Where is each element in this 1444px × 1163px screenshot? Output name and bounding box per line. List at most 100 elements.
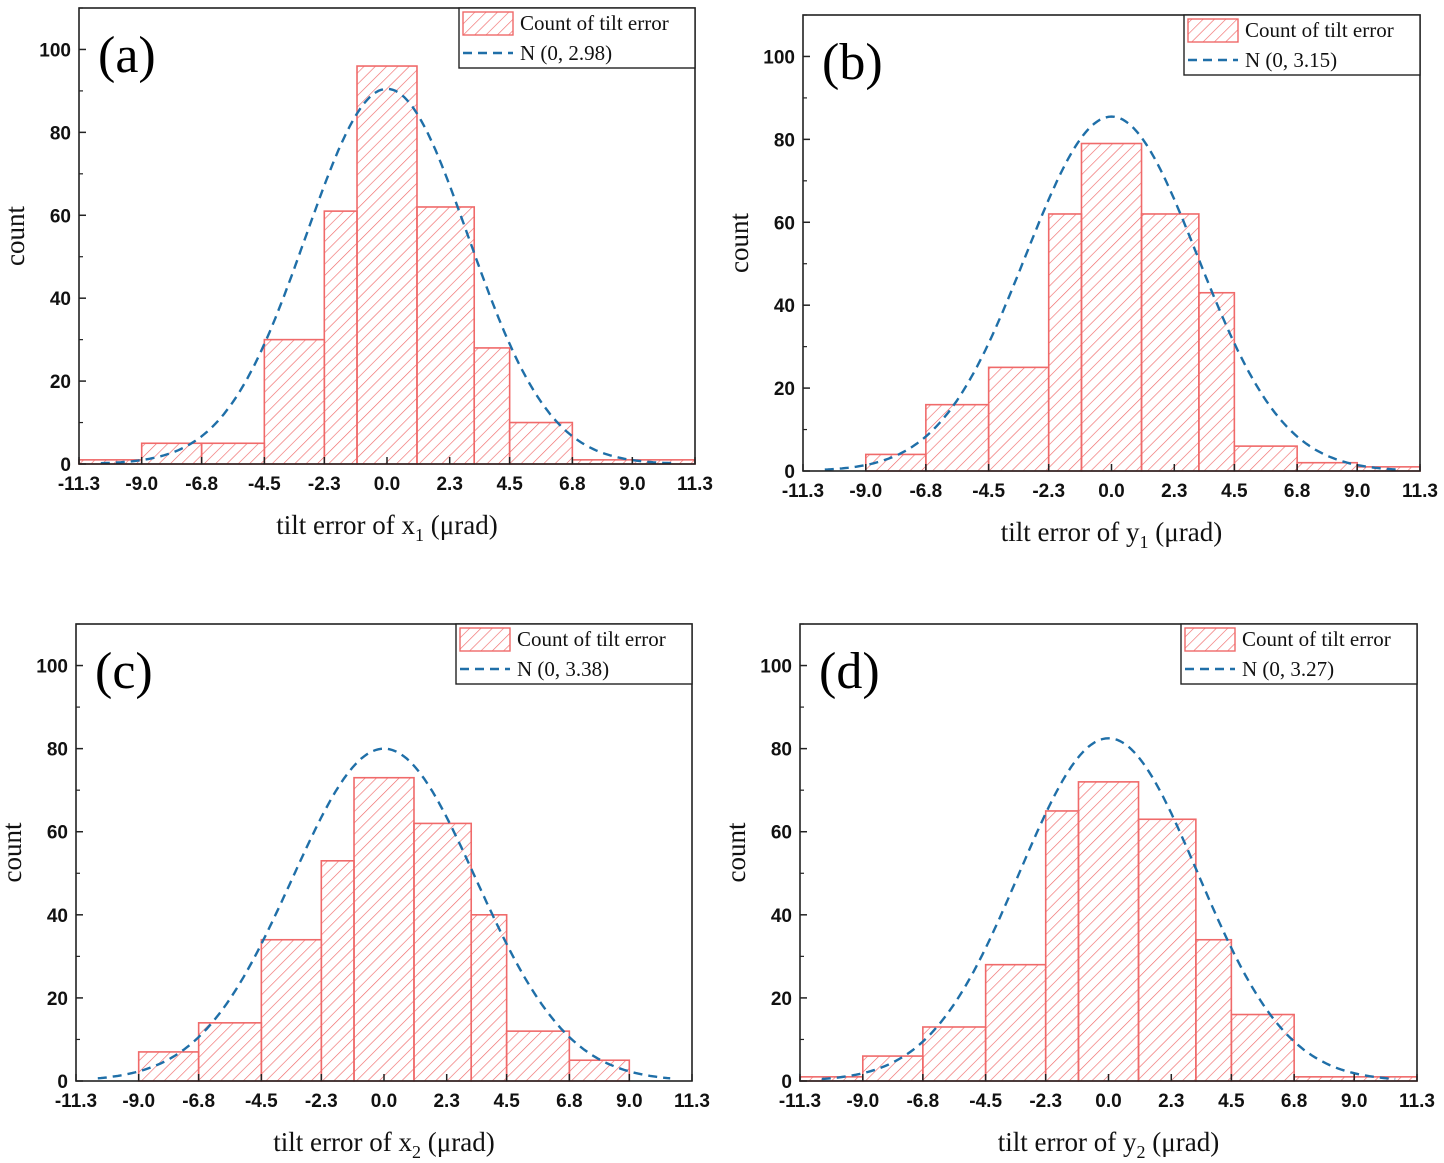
y-tick-label: 100	[36, 657, 68, 678]
x-tick-label: 6.8	[1281, 1091, 1307, 1112]
histogram-bar	[200, 442, 266, 465]
x-tick-label: -6.8	[185, 474, 218, 495]
histogram-bar	[1195, 938, 1233, 1082]
y-tick-label: 100	[760, 657, 792, 678]
histogram-bar	[1140, 213, 1200, 472]
y-tick-label: 0	[57, 1072, 68, 1093]
histogram-bar	[137, 1051, 200, 1082]
histogram-bar	[470, 914, 508, 1082]
histogram-bar	[416, 206, 476, 465]
x-tick-label: -9.0	[125, 474, 158, 495]
x-tick-label: 2.3	[436, 474, 462, 495]
x-tick-label: -2.3	[1029, 1091, 1062, 1112]
x-tick-label: -6.8	[182, 1091, 215, 1112]
x-tick-label: 9.0	[619, 474, 645, 495]
normal-fit-curve	[821, 737, 1396, 1081]
legend-hatch-swatch	[1184, 627, 1236, 652]
x-tick-label: -4.5	[248, 474, 281, 495]
x-tick-label: 11.3	[1399, 1091, 1435, 1112]
histogram-bar	[925, 403, 990, 472]
histogram-bar	[323, 210, 358, 465]
x-tick-label: 6.8	[556, 1091, 582, 1112]
histogram-bar	[1077, 781, 1140, 1082]
x-tick-label: -6.8	[906, 1091, 939, 1112]
x-tick-label: -4.5	[972, 481, 1005, 502]
legend-hatch-swatch	[462, 11, 514, 36]
x-tick-label: -11.3	[779, 1091, 821, 1112]
legend-hatch-swatch	[1187, 18, 1239, 43]
histogram-bar	[140, 442, 203, 465]
x-tick-label: 11.3	[1402, 481, 1438, 502]
histogram-bar	[505, 1030, 571, 1082]
y-tick-label: 60	[771, 823, 792, 844]
histogram-bar	[1044, 810, 1080, 1082]
x-tick-label: 4.5	[1221, 481, 1248, 502]
panel-a: 0 20 40 60 80 100 -11.3 -9.0 -6.8 -4.5 -2.3 0.0 2.3 4…	[0, 7, 713, 545]
histogram-bar	[1047, 213, 1083, 472]
histogram-bar	[861, 1055, 924, 1082]
y-tick-label: 20	[774, 379, 795, 400]
x-tick-label: -4.5	[245, 1091, 278, 1112]
x-tick-label: 6.8	[559, 474, 585, 495]
y-tick-label: 40	[771, 906, 792, 927]
x-tick-label: -11.3	[782, 481, 824, 502]
x-tick-label: -9.0	[122, 1091, 155, 1112]
y-axis-title: count	[0, 822, 27, 882]
histogram-bar	[568, 1059, 631, 1082]
legend-label-curve: N (0, 3.15)	[1245, 48, 1337, 72]
x-tick-label: -2.3	[1032, 481, 1065, 502]
y-axis-title: count	[0, 206, 30, 266]
x-tick-label: 9.0	[616, 1091, 642, 1112]
legend-label-histogram: Count of tilt error	[520, 11, 669, 35]
legend-label-curve: N (0, 2.98)	[520, 41, 612, 65]
legend-label-histogram: Count of tilt error	[1242, 627, 1391, 651]
panel-label: (a)	[98, 27, 156, 84]
histogram-bar	[508, 421, 574, 465]
y-tick-label: 40	[774, 296, 795, 317]
histogram-bar	[1137, 818, 1197, 1082]
y-tick-label: 60	[50, 206, 71, 227]
x-tick-label: 0.0	[374, 474, 400, 495]
histogram-bar	[413, 822, 473, 1082]
y-axis-title: count	[724, 213, 754, 273]
histogram-bar	[922, 1026, 987, 1082]
y-tick-label: 60	[47, 823, 68, 844]
x-tick-label: 0.0	[1095, 1091, 1121, 1112]
normal-fit-curve	[100, 87, 674, 465]
x-tick-label: 11.3	[677, 474, 713, 495]
y-tick-label: 80	[47, 740, 68, 761]
legend-label-histogram: Count of tilt error	[517, 627, 666, 651]
histogram-bar	[1198, 291, 1236, 472]
panel-label: (c)	[95, 643, 153, 700]
x-tick-label: -2.3	[308, 474, 341, 495]
legend-hatch-swatch	[459, 627, 511, 652]
panel-c: 0 20 40 60 80 100 -11.3 -9.0 -6.8 -4.5 -2.3 0.0 2.3 4…	[0, 623, 710, 1162]
normal-fit-curve	[97, 747, 671, 1080]
x-tick-label: 2.3	[1158, 1091, 1184, 1112]
histogram-bar	[473, 347, 511, 465]
x-tick-label: 2.3	[1161, 481, 1187, 502]
x-tick-label: 11.3	[674, 1091, 710, 1112]
legend-label-curve: N (0, 3.38)	[517, 657, 609, 681]
histogram-bar	[987, 366, 1050, 472]
histogram-bar	[984, 963, 1047, 1082]
x-tick-label: -11.3	[55, 1091, 97, 1112]
x-tick-label: -9.0	[846, 1091, 879, 1112]
histogram-bar	[1080, 142, 1143, 472]
histogram-bar	[197, 1022, 263, 1082]
y-tick-label: 80	[50, 123, 71, 144]
y-tick-label: 100	[39, 40, 71, 61]
histogram-bar	[1230, 1013, 1295, 1082]
x-tick-label: 4.5	[493, 1091, 520, 1112]
x-tick-label: -4.5	[969, 1091, 1002, 1112]
histogram-bar	[1233, 445, 1298, 472]
y-tick-label: 40	[47, 906, 68, 927]
x-axis-title: tilt error of y1 (μrad)	[1001, 517, 1222, 552]
y-tick-label: 20	[47, 989, 68, 1010]
y-axis-title: count	[721, 822, 751, 882]
x-tick-label: 4.5	[1218, 1091, 1245, 1112]
histogram-bar	[260, 938, 323, 1082]
x-tick-label: 4.5	[496, 474, 523, 495]
y-tick-label: 20	[771, 989, 792, 1010]
